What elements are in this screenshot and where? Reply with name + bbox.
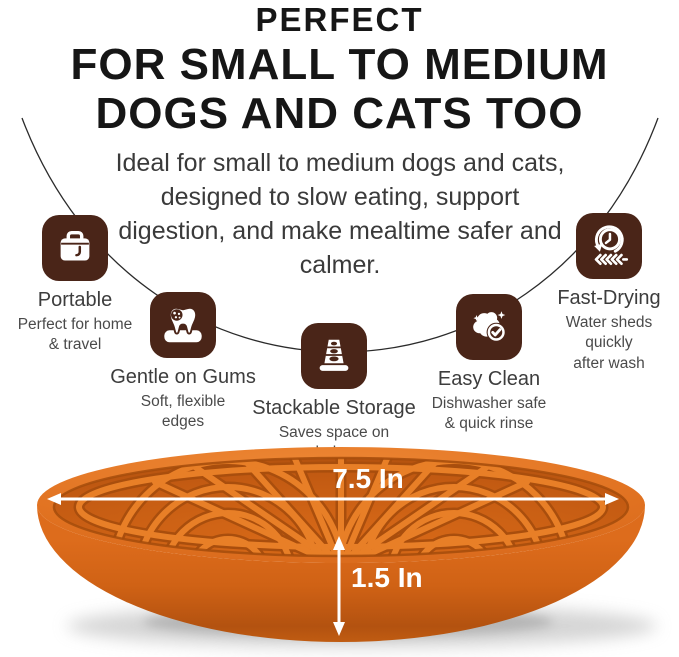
tooth-icon xyxy=(164,306,202,343)
title-line-2: FOR SMALL TO MEDIUM xyxy=(70,40,609,89)
feature-gentle-on-gums: Gentle on Gums Soft, flexible edges xyxy=(88,292,278,433)
suds-check-icon xyxy=(473,311,506,342)
feature-label: Fast-Drying xyxy=(557,287,661,309)
briefcase-icon xyxy=(60,230,90,261)
stacked-bowls-icon xyxy=(319,339,349,371)
feature-sublabel: Water sheds quickly after wash xyxy=(565,314,653,372)
product-description: Ideal for small to medium dogs and cats,… xyxy=(115,149,565,279)
title-line-1: PERFECT xyxy=(255,1,424,38)
bowl-body xyxy=(37,505,645,642)
feature-tile xyxy=(301,323,367,389)
feature-easy-clean: Easy Clean Dishwasher safe & quick rinse xyxy=(394,294,584,435)
page-title: PERFECT FOR SMALL TO MEDIUM DOGS AND CAT… xyxy=(0,0,679,138)
clock-chevrons-icon xyxy=(594,225,629,266)
product-bowl-image: 7.5 In 1.5 In xyxy=(37,447,657,648)
feature-tile xyxy=(456,294,522,360)
feature-label: Gentle on Gums xyxy=(110,366,256,388)
feature-label: Portable xyxy=(37,289,113,311)
height-dimension-label: 1.5 In xyxy=(351,562,423,593)
feature-portable: Portable Perfect for home & travel xyxy=(0,215,170,356)
feature-sublabel: Soft, flexible edges xyxy=(140,393,226,431)
feature-tile xyxy=(150,292,216,358)
feature-tile xyxy=(42,215,108,281)
feature-fast-drying: Fast-Drying Water sheds quickly after wa… xyxy=(514,213,679,374)
height-dimension: 1.5 In xyxy=(333,536,423,636)
feature-label: Stackable Storage xyxy=(252,397,416,419)
feature-sublabel: Dishwasher safe & quick rinse xyxy=(431,395,547,433)
width-dimension-label: 7.5 In xyxy=(332,463,404,494)
title-line-3: DOGS AND CATS TOO xyxy=(95,89,584,138)
feature-tile xyxy=(576,213,642,279)
feature-sublabel: Perfect for home & travel xyxy=(17,316,133,354)
width-dimension: 7.5 In xyxy=(47,463,619,505)
feature-label: Easy Clean xyxy=(437,368,541,390)
